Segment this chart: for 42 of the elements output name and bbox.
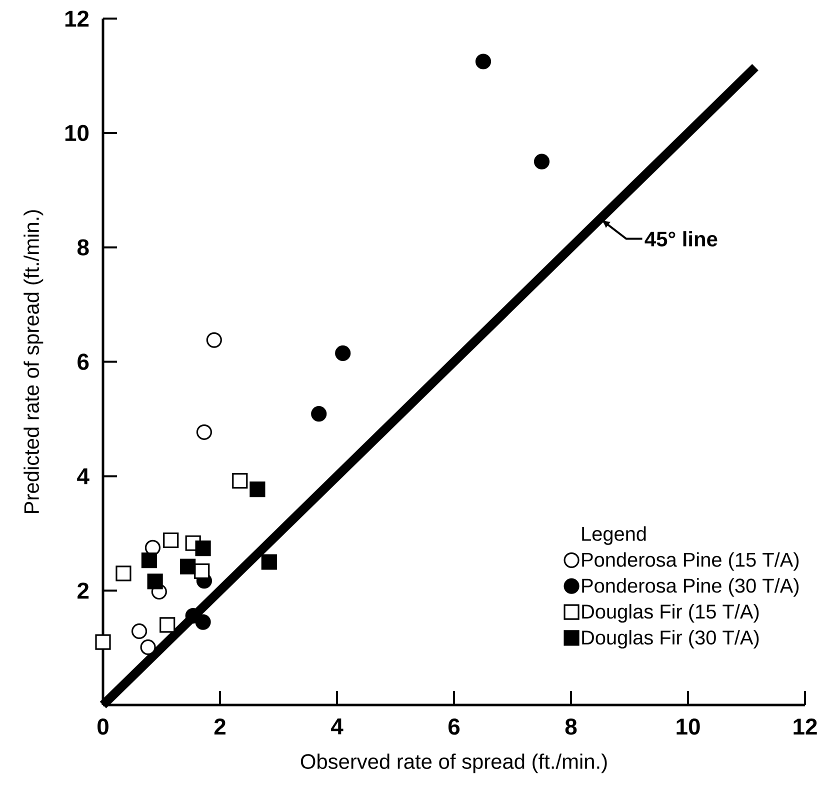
point: [147, 574, 163, 590]
point: [250, 482, 266, 498]
x-tick-label: 10: [676, 718, 700, 735]
x-tick-label: 6: [448, 718, 460, 735]
y-tick-label: 6: [78, 354, 89, 370]
legend-label: Douglas Fir (15 T/A): [582, 604, 759, 623]
point: [195, 614, 211, 630]
y-axis-title: Predicted rate of spread (ft./min.): [24, 210, 44, 513]
point: [196, 424, 212, 440]
point: [131, 623, 148, 640]
point: [163, 532, 179, 548]
x-tick-label: 8: [565, 718, 577, 735]
y-tick-label: 8: [77, 239, 89, 256]
point: [335, 345, 351, 362]
point: [195, 540, 211, 556]
y-tick-label: 12: [65, 10, 89, 27]
point: [534, 154, 550, 170]
point: [95, 634, 111, 650]
point: [194, 563, 210, 579]
point: [232, 472, 248, 489]
x-tick-label: 4: [330, 718, 344, 734]
annotation: 45° line: [644, 231, 718, 246]
y-tick-label: 4: [77, 468, 90, 484]
y-tick-label: 2: [78, 582, 89, 599]
point: [160, 617, 176, 633]
x-axis-title: Observed rate of spread (ft./min.): [300, 754, 607, 774]
legend-title: Legend: [582, 526, 646, 545]
point: [311, 406, 327, 422]
point: [116, 566, 132, 582]
point: [475, 54, 492, 70]
legend-label: Ponderosa Pine (15 T/A): [582, 552, 799, 571]
legend-label: Ponderosa Pine (30 T/A): [582, 578, 799, 597]
point: [206, 332, 222, 348]
point: [141, 552, 158, 568]
point: [140, 639, 156, 656]
point: [180, 558, 196, 574]
x-tick-label: 12: [794, 718, 817, 735]
x-tick-label: 2: [214, 718, 226, 735]
legend-label: Douglas Fir (30 T/A): [582, 630, 759, 649]
y-tick-label: 10: [65, 124, 89, 142]
point: [261, 554, 277, 570]
x-tick-label: 0: [98, 718, 108, 735]
